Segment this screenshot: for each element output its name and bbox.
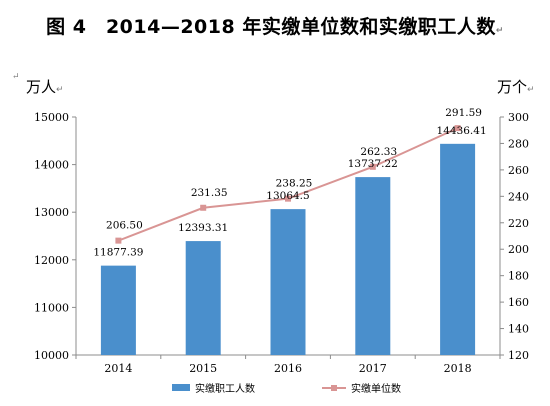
right-tick-label: 300 (508, 111, 529, 124)
right-tick-label: 280 (508, 137, 529, 150)
paragraph-mark: ↵ (12, 72, 20, 82)
bar-2018 (440, 143, 476, 355)
bar-2017 (355, 177, 391, 355)
line-data-label: 231.35 (191, 187, 228, 199)
bar-2016 (270, 209, 306, 355)
x-tick-label: 2018 (444, 362, 472, 375)
line-data-label: 291.59 (445, 107, 482, 119)
right-tick-label: 160 (508, 296, 529, 309)
legend-line-marker (331, 385, 337, 391)
bar-2014 (100, 265, 136, 355)
line-data-label: 262.33 (360, 146, 397, 158)
bar-data-label: 13064.5 (266, 190, 309, 202)
left-axis-unit: 万人↵ (26, 78, 64, 96)
right-tick-label: 240 (508, 190, 529, 203)
x-tick-label: 2016 (274, 362, 302, 375)
line-point-2016 (285, 195, 291, 202)
left-tick-label: 15000 (34, 111, 69, 124)
bar-data-label: 14436.41 (437, 125, 487, 137)
legend-bar-label: 实缴职工人数 (195, 382, 255, 395)
right-tick-label: 120 (508, 349, 529, 362)
bar-data-label: 12393.31 (178, 222, 228, 234)
legend-bar-swatch (172, 384, 190, 391)
legend-line-label: 实缴单位数 (351, 382, 401, 395)
line-data-label: 238.25 (276, 178, 313, 190)
x-tick-label: 2014 (104, 362, 132, 375)
line-data-label: 206.50 (106, 220, 143, 232)
chart-title: 图 4 2014—2018 年实缴单位数和实缴职工人数↵ (46, 16, 504, 38)
left-tick-label: 14000 (34, 159, 69, 172)
right-tick-label: 260 (508, 164, 529, 177)
line-point-2014 (115, 237, 122, 244)
right-axis-unit: 万个↵ (497, 78, 535, 96)
right-tick-label: 200 (508, 243, 529, 256)
right-tick-label: 220 (508, 217, 529, 230)
bar-data-label: 11877.39 (93, 247, 143, 259)
right-tick-label: 140 (508, 323, 529, 336)
bar-2015 (185, 241, 221, 355)
left-tick-label: 10000 (34, 349, 69, 362)
left-tick-label: 11000 (34, 301, 69, 314)
line-point-2018 (454, 125, 461, 132)
line-point-2017 (369, 163, 376, 170)
x-tick-label: 2017 (359, 362, 387, 375)
left-tick-label: 12000 (34, 254, 69, 267)
right-tick-label: 180 (508, 270, 529, 283)
line-point-2015 (200, 204, 207, 211)
left-tick-label: 13000 (34, 206, 69, 219)
x-tick-label: 2015 (189, 362, 217, 375)
bar-data-label: 13737.22 (348, 158, 398, 170)
